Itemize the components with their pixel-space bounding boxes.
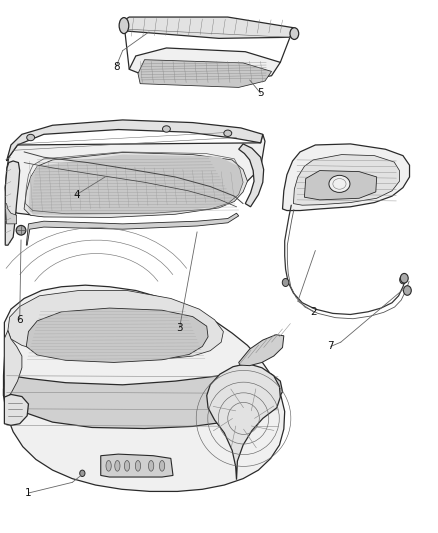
Polygon shape bbox=[4, 285, 285, 491]
Text: 4: 4 bbox=[73, 190, 80, 199]
Text: 7: 7 bbox=[327, 342, 334, 351]
Ellipse shape bbox=[290, 28, 299, 39]
Ellipse shape bbox=[159, 461, 165, 471]
Polygon shape bbox=[207, 364, 280, 480]
Ellipse shape bbox=[403, 286, 411, 295]
Polygon shape bbox=[5, 161, 20, 245]
Ellipse shape bbox=[115, 461, 120, 471]
Polygon shape bbox=[28, 155, 243, 215]
Ellipse shape bbox=[27, 134, 35, 141]
Polygon shape bbox=[129, 48, 280, 83]
Polygon shape bbox=[5, 134, 265, 216]
Ellipse shape bbox=[124, 461, 130, 471]
Polygon shape bbox=[293, 155, 399, 205]
Polygon shape bbox=[239, 335, 284, 366]
Text: 5: 5 bbox=[257, 88, 264, 98]
Polygon shape bbox=[24, 152, 247, 217]
Ellipse shape bbox=[119, 18, 129, 34]
Text: 8: 8 bbox=[113, 62, 120, 71]
Text: 2: 2 bbox=[310, 307, 317, 317]
Ellipse shape bbox=[400, 273, 408, 283]
Polygon shape bbox=[101, 454, 173, 477]
Polygon shape bbox=[26, 308, 208, 362]
Polygon shape bbox=[283, 144, 410, 211]
Ellipse shape bbox=[282, 278, 289, 287]
Ellipse shape bbox=[135, 461, 141, 471]
Ellipse shape bbox=[399, 276, 406, 284]
Polygon shape bbox=[8, 290, 223, 360]
Polygon shape bbox=[7, 120, 263, 161]
Polygon shape bbox=[5, 204, 17, 224]
Ellipse shape bbox=[80, 470, 85, 477]
Ellipse shape bbox=[329, 175, 350, 192]
Polygon shape bbox=[239, 144, 264, 207]
Polygon shape bbox=[4, 394, 28, 425]
Ellipse shape bbox=[148, 461, 154, 471]
Ellipse shape bbox=[224, 130, 232, 136]
Ellipse shape bbox=[162, 126, 170, 132]
Text: 6: 6 bbox=[16, 315, 23, 325]
Polygon shape bbox=[26, 213, 239, 245]
Polygon shape bbox=[304, 171, 377, 200]
Polygon shape bbox=[120, 17, 298, 38]
Polygon shape bbox=[138, 60, 272, 87]
Polygon shape bbox=[4, 330, 22, 400]
Text: 3: 3 bbox=[176, 323, 183, 333]
Ellipse shape bbox=[16, 225, 26, 235]
Polygon shape bbox=[4, 372, 283, 429]
Text: 1: 1 bbox=[25, 488, 32, 498]
Ellipse shape bbox=[106, 461, 111, 471]
